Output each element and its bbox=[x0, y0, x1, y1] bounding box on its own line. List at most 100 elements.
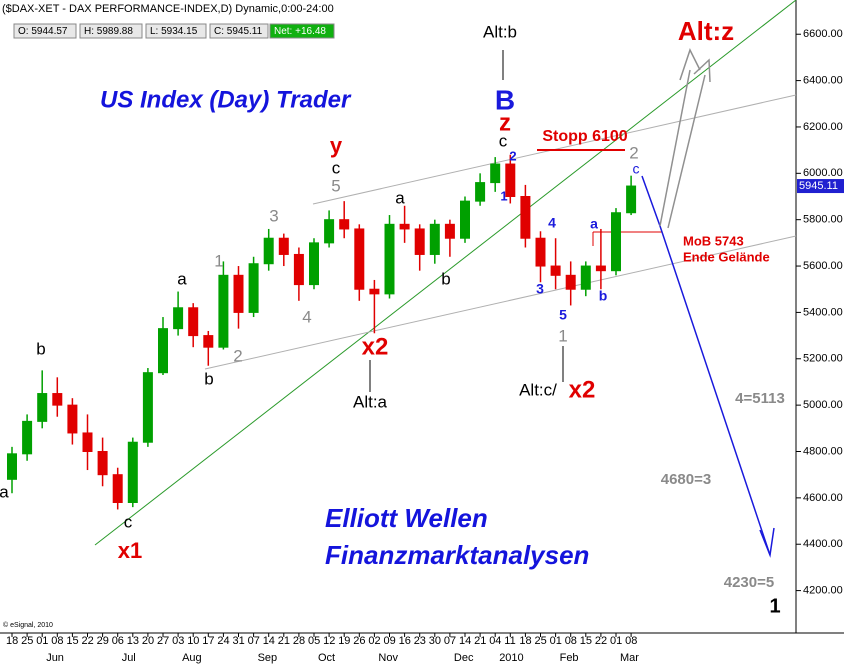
x-tick-label: 11 bbox=[504, 635, 515, 647]
x-tick-label: 12 bbox=[323, 635, 335, 647]
candle-body bbox=[142, 372, 153, 443]
y-tick-label: 5200.00 bbox=[803, 353, 843, 365]
x-tick-label: 15 bbox=[66, 635, 78, 647]
ohlc-header: O: 5944.57 H: 5989.88 L: 5934.15 C: 5945.11… bbox=[13, 23, 335, 39]
x-tick-label: 26 bbox=[353, 635, 365, 647]
annotation: 4 bbox=[302, 307, 311, 326]
x-tick-label: 18 bbox=[6, 635, 18, 647]
annotation: b bbox=[36, 339, 45, 358]
annotation: a bbox=[0, 482, 9, 501]
x-tick-label: 24 bbox=[217, 635, 229, 647]
candle-body bbox=[399, 223, 410, 230]
annotation: 4230=5 bbox=[724, 574, 774, 591]
annotation: Finanzmarktanalysen bbox=[325, 540, 589, 570]
header-box bbox=[145, 23, 207, 39]
candle-body bbox=[475, 182, 486, 202]
x-tick-label: 04 bbox=[489, 635, 501, 647]
arrow-head bbox=[693, 58, 711, 83]
annotation: a bbox=[590, 216, 598, 232]
annotation: MoB 5743 bbox=[683, 233, 744, 248]
x-tick-label: 22 bbox=[595, 635, 607, 647]
annotation: B bbox=[495, 84, 515, 115]
candle-body bbox=[127, 441, 138, 503]
annotation: b bbox=[204, 369, 213, 388]
candle-body bbox=[505, 163, 516, 197]
candle-body bbox=[52, 393, 63, 406]
annotation: x2 bbox=[362, 333, 389, 360]
header-box bbox=[269, 23, 335, 39]
annotation: Ende Gelände bbox=[683, 249, 770, 264]
annotation: Elliott Wellen bbox=[325, 503, 488, 533]
y-tick-label: 5800.00 bbox=[803, 214, 843, 226]
x-tick-label: 06 bbox=[112, 635, 124, 647]
last-price-tag bbox=[797, 179, 844, 194]
candle-body bbox=[278, 237, 289, 255]
x-tick-label: 21 bbox=[278, 635, 290, 647]
annotation: 5 bbox=[559, 307, 567, 323]
x-tick-label: 31 bbox=[233, 635, 245, 647]
candle-body bbox=[293, 253, 304, 286]
y-tick-label: 6000.00 bbox=[803, 167, 843, 179]
annotation: 1 bbox=[214, 251, 223, 270]
annotation: 1 bbox=[558, 326, 567, 345]
candle-body bbox=[611, 212, 621, 272]
header-box bbox=[79, 23, 143, 39]
candle-body bbox=[218, 274, 229, 348]
candle-body bbox=[263, 237, 274, 265]
annotation: c bbox=[124, 512, 133, 531]
x-tick-label: 13 bbox=[127, 635, 139, 647]
candle-body bbox=[520, 196, 531, 239]
candle-body bbox=[82, 432, 93, 453]
x-tick-label: 19 bbox=[338, 635, 350, 647]
annotation: 3 bbox=[536, 281, 544, 297]
month-label: Mar bbox=[620, 652, 639, 664]
month-label: Jul bbox=[122, 652, 136, 664]
trend-line bbox=[94, 0, 797, 546]
y-tick-label: 5000.00 bbox=[803, 399, 843, 411]
x-tick-label: 22 bbox=[82, 635, 94, 647]
annotation: 1 bbox=[500, 188, 507, 203]
candle-body bbox=[203, 335, 214, 348]
annotation: a bbox=[395, 188, 405, 207]
x-tick-label: 01 bbox=[610, 635, 622, 647]
x-tick-label: 23 bbox=[414, 635, 426, 647]
y-tick-label: 5600.00 bbox=[803, 260, 843, 272]
annotation: x2 bbox=[569, 376, 596, 403]
candle-body bbox=[595, 265, 606, 272]
candle-body bbox=[7, 453, 17, 480]
annotation: b bbox=[599, 288, 608, 304]
annotation: c bbox=[633, 161, 640, 177]
candles bbox=[7, 154, 637, 510]
annotation: 5 bbox=[331, 176, 340, 195]
y-tick-label: 5400.00 bbox=[803, 306, 843, 318]
copyright: © eSignal, 2010 bbox=[3, 621, 53, 629]
candle-body bbox=[37, 393, 48, 422]
month-label: Feb bbox=[560, 652, 579, 664]
month-label: Oct bbox=[318, 652, 335, 664]
candle-body bbox=[22, 420, 33, 455]
annotation: Stopp 6100 bbox=[542, 128, 627, 145]
candle-body bbox=[188, 307, 199, 337]
candle-body bbox=[233, 274, 244, 313]
annotation: z bbox=[499, 109, 511, 136]
x-tick-label: 14 bbox=[459, 635, 471, 647]
candle-body bbox=[460, 200, 470, 239]
x-tick-label: 20 bbox=[142, 635, 154, 647]
projection-arrow bbox=[659, 69, 691, 227]
annotation: 2 bbox=[629, 143, 638, 162]
channel-line bbox=[204, 235, 797, 370]
y-tick-label: 4600.00 bbox=[803, 492, 843, 504]
annotation: 4=5113 bbox=[735, 390, 785, 407]
y-tick-label: 4800.00 bbox=[803, 445, 843, 457]
annotation: 2 bbox=[509, 148, 516, 163]
header-text: C: 5945.11 bbox=[214, 26, 263, 37]
candle-body bbox=[173, 307, 184, 330]
candle-body bbox=[158, 328, 168, 374]
annotation: x1 bbox=[118, 538, 142, 563]
arrow-head bbox=[679, 48, 701, 81]
candle-body bbox=[490, 163, 501, 184]
projection-arrow bbox=[667, 74, 706, 229]
candle-body bbox=[550, 265, 561, 276]
annotation: Alt:b bbox=[483, 22, 517, 41]
chart-title: ($DAX-XET - DAX PERFORMANCE-INDEX,D) Dyn… bbox=[2, 3, 334, 15]
